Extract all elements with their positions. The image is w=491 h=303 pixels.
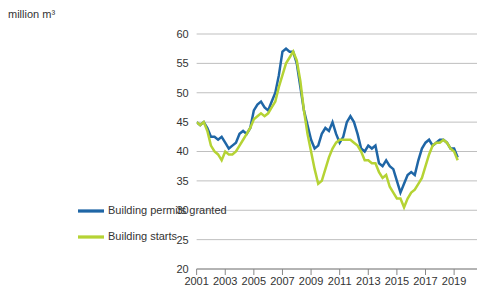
- svg-text:20: 20: [176, 263, 188, 275]
- svg-text:30: 30: [176, 204, 188, 216]
- svg-text:2007: 2007: [270, 275, 294, 287]
- svg-text:45: 45: [176, 116, 188, 128]
- svg-text:40: 40: [176, 145, 188, 157]
- svg-text:25: 25: [176, 234, 188, 246]
- svg-text:50: 50: [176, 87, 188, 99]
- svg-text:35: 35: [176, 175, 188, 187]
- svg-text:2003: 2003: [213, 275, 237, 287]
- svg-text:55: 55: [176, 57, 188, 69]
- svg-text:60: 60: [176, 28, 188, 40]
- svg-text:2011: 2011: [328, 275, 352, 287]
- svg-text:2005: 2005: [242, 275, 266, 287]
- svg-text:2013: 2013: [356, 275, 380, 287]
- svg-text:2009: 2009: [299, 275, 323, 287]
- svg-text:2015: 2015: [385, 275, 409, 287]
- svg-text:2019: 2019: [442, 275, 466, 287]
- svg-text:2017: 2017: [413, 275, 437, 287]
- svg-text:2001: 2001: [184, 275, 208, 287]
